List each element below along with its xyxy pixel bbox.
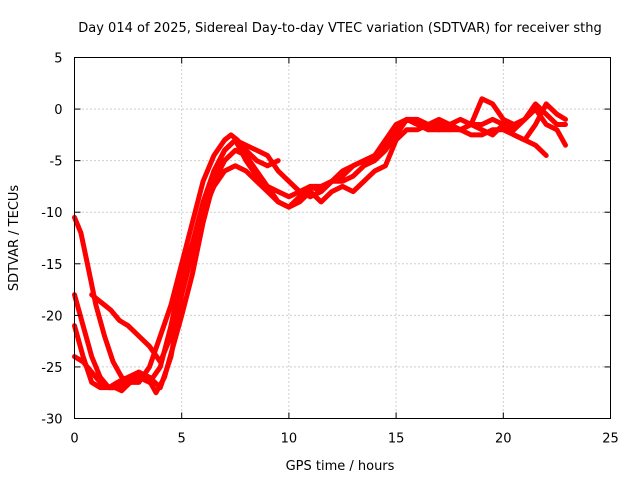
y-tick-label: -25 bbox=[41, 361, 62, 376]
plot-frame bbox=[74, 57, 611, 419]
series-group bbox=[72, 96, 568, 396]
y-tick-label: 5 bbox=[54, 52, 62, 67]
y-tick-label: -10 bbox=[41, 206, 62, 221]
x-tick-label: 25 bbox=[602, 432, 619, 447]
y-tick-label: -20 bbox=[41, 309, 62, 324]
y-axis-label: SDTVAR / TECUs bbox=[7, 185, 22, 292]
y-tick-label: 0 bbox=[54, 103, 62, 118]
x-axis-label: GPS time / hours bbox=[286, 459, 395, 474]
chart-title: Day 014 of 2025, Sidereal Day-to-day VTE… bbox=[78, 21, 602, 36]
y-tick-label: -5 bbox=[50, 155, 63, 170]
x-tick-label: 0 bbox=[70, 432, 78, 447]
y-tick-label: -30 bbox=[41, 413, 62, 428]
y-tick-label: -15 bbox=[41, 258, 62, 273]
series-line-trace-4 bbox=[72, 101, 568, 396]
x-tick-label: 15 bbox=[388, 432, 405, 447]
x-tick-label: 20 bbox=[495, 432, 512, 447]
x-tick-label: 5 bbox=[178, 432, 186, 447]
series-line-trace-5 bbox=[89, 96, 568, 365]
x-tick-label: 10 bbox=[281, 432, 298, 447]
axis-ticks: 0 5 10 15 20 25 5 0 -5 -10 -15 -20 -25 -30 bbox=[41, 52, 619, 447]
